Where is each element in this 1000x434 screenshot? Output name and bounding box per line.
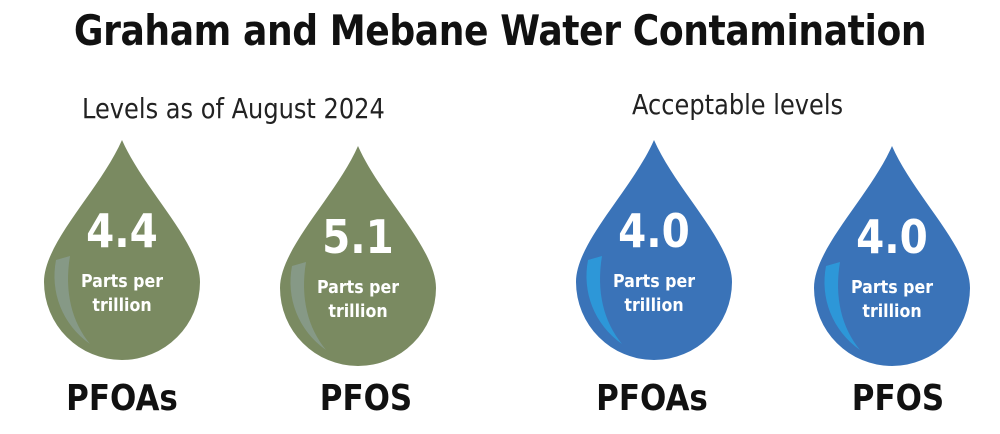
drop-unit-line1: Parts per [316,277,400,298]
drop-value: 4.0 [618,204,690,258]
drop-unit-line2: trillion [624,295,684,316]
pfos-current-label: PFOS [319,378,413,419]
water-drop-icon [280,146,436,366]
drop-value: 5.1 [322,210,394,264]
drop-unit-line1: Parts per [850,277,934,298]
pfoa-current-label: PFOAs [66,378,178,419]
drop-value: 4.0 [856,210,928,264]
drop-value: 4.4 [86,204,158,258]
current-levels-heading: Levels as of August 2024 [82,92,385,125]
water-drop-icon [814,146,970,366]
water-drop-icon [44,140,200,360]
pfos-current-drop: 5.1 Parts per trillion [278,138,438,368]
pfoa-acceptable-label: PFOAs [596,378,708,419]
acceptable-levels-heading: Acceptable levels [632,88,844,121]
drop-unit: Parts per trillion [288,276,429,324]
page-title: Graham and Mebane Water Contamination [73,6,927,55]
drop-unit: Parts per trillion [584,270,725,318]
drop-unit: Parts per trillion [822,276,963,324]
drop-unit-line2: trillion [862,301,922,322]
drop-unit: Parts per trillion [52,270,193,318]
drop-unit-line2: trillion [328,301,388,322]
pfoa-acceptable-drop: 4.0 Parts per trillion [574,132,734,362]
drop-unit-line1: Parts per [80,271,164,292]
pfos-acceptable-label: PFOS [851,378,945,419]
water-drop-icon [576,140,732,360]
pfoa-current-drop: 4.4 Parts per trillion [42,132,202,362]
drop-unit-line1: Parts per [612,271,696,292]
drop-unit-line2: trillion [92,295,152,316]
pfos-acceptable-drop: 4.0 Parts per trillion [812,138,972,368]
